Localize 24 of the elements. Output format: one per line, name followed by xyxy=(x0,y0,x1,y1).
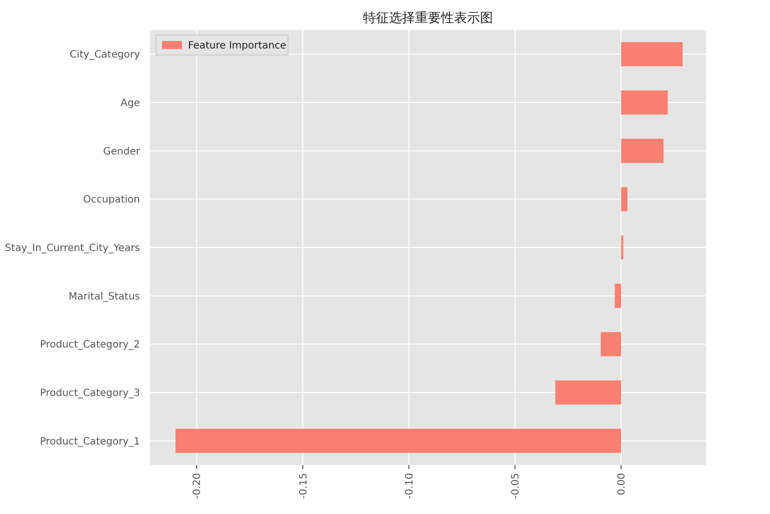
y-tick-label: Stay_In_Current_City_Years xyxy=(4,243,140,254)
bar xyxy=(621,138,664,163)
bar xyxy=(175,428,622,453)
bar xyxy=(600,332,622,356)
y-tick-label: Age xyxy=(120,98,140,109)
x-tick-label: -0.10 xyxy=(404,473,416,499)
bar xyxy=(555,380,622,405)
legend-label: Feature Importance xyxy=(188,40,286,52)
bar xyxy=(621,187,628,212)
y-tick-label: Marital_Status xyxy=(68,291,140,302)
bar xyxy=(621,42,683,66)
y-tick-label: Occupation xyxy=(83,194,140,206)
y-tick-label: Product_Category_3 xyxy=(40,388,140,399)
x-tick-label: -0.20 xyxy=(192,473,204,499)
x-tick-label: 0.00 xyxy=(616,473,628,496)
bar xyxy=(621,90,668,115)
chart-title: 特征选择重要性表示图 xyxy=(363,11,493,26)
y-tick-label: City_Category xyxy=(70,50,140,61)
x-tick-label: -0.05 xyxy=(510,473,522,499)
bar xyxy=(614,284,622,308)
x-tick-label: -0.15 xyxy=(298,473,310,499)
y-tick-label: Gender xyxy=(103,146,141,158)
y-tick-label: Product_Category_2 xyxy=(40,340,140,351)
y-tick-label: Product_Category_1 xyxy=(40,436,140,448)
